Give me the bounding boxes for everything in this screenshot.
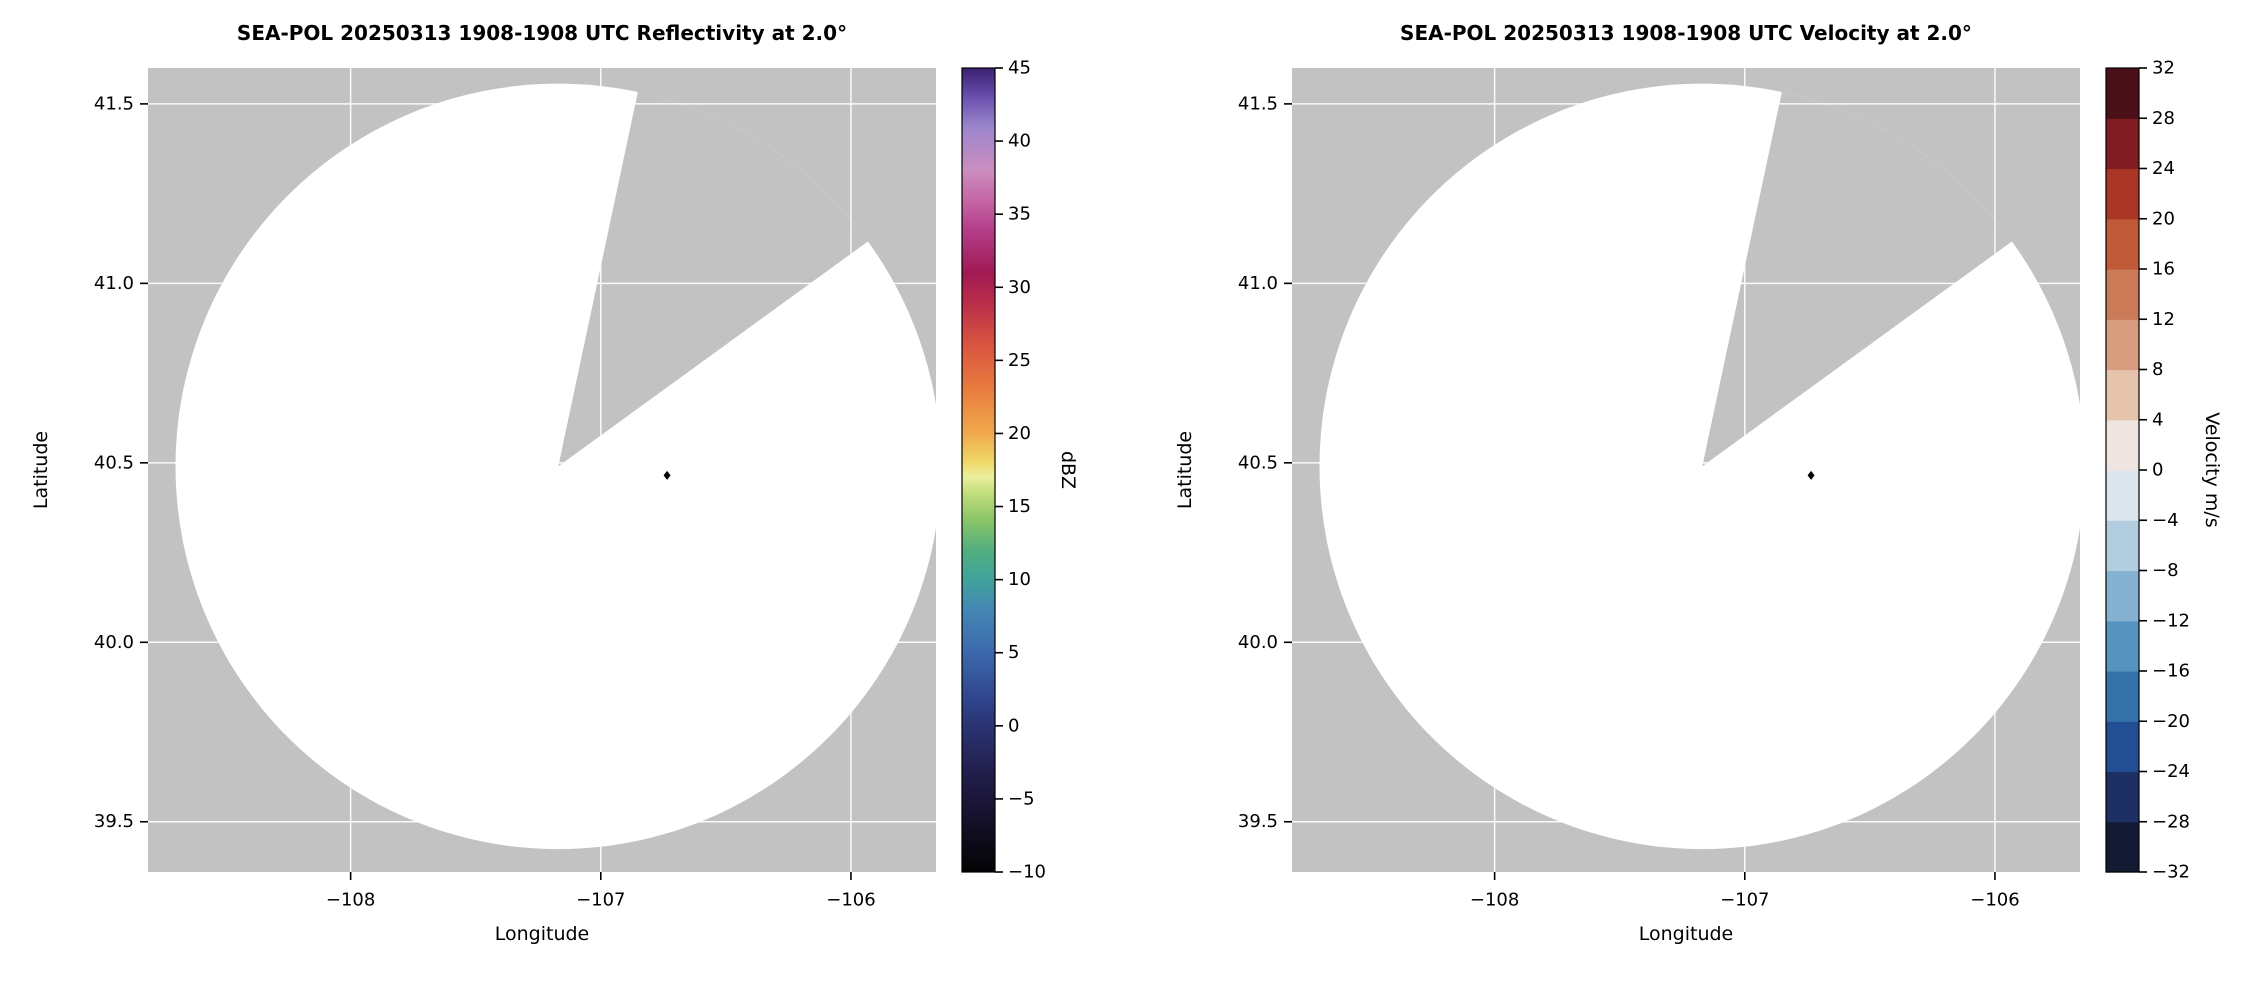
colorbar-segment bbox=[2106, 620, 2139, 672]
colorbar-tick-label: 20 bbox=[1008, 423, 1031, 444]
colorbar-ticks: 32 28 24 20 16 12 8 4 0 −4 −8 −12 −16 −20 −24 −28 −32 bbox=[2139, 58, 2190, 883]
colorbar-tick-label: 40 bbox=[1008, 131, 1031, 152]
colorbar-tick-label: 25 bbox=[1008, 350, 1031, 371]
y-tick-label: 41.0 bbox=[94, 273, 134, 294]
text-layer: SEA-POL 20250313 1908-1908 UTC Reflectiv… bbox=[30, 21, 2223, 945]
scan-clip-group bbox=[175, 83, 936, 850]
scan-clip-group bbox=[1319, 83, 2080, 850]
colorbar-tick-label: 10 bbox=[1008, 569, 1031, 590]
x-axis-label-velocity: Longitude bbox=[1639, 923, 1734, 945]
y-tick-label: 41.5 bbox=[1238, 93, 1278, 114]
colorbar-tick-label: 15 bbox=[1008, 496, 1031, 517]
y-axis-label-velocity: Latitude bbox=[1174, 431, 1196, 509]
y-tick-label: 40.0 bbox=[94, 632, 134, 653]
x-tick-label: −106 bbox=[1970, 890, 2019, 911]
colorbar-tick-label: 20 bbox=[2152, 208, 2175, 229]
graphics-layer: 454035302520151050−5−10322824201612840−4… bbox=[140, 58, 2190, 883]
x-tick-label: −108 bbox=[326, 890, 375, 911]
colorbar-segment bbox=[2106, 821, 2139, 873]
colorbar-outline bbox=[961, 67, 996, 873]
colorbar-tick-label: −5 bbox=[1008, 788, 1035, 809]
y-tick-label: 40.5 bbox=[94, 452, 134, 473]
colorbar-tick-label: −24 bbox=[2152, 761, 2190, 782]
axis-tick-marks bbox=[1284, 103, 1996, 880]
y-tick-label: 40.5 bbox=[1238, 452, 1278, 473]
radar-site-marker bbox=[1807, 470, 1815, 480]
x-axis-label-reflectivity: Longitude bbox=[495, 923, 590, 945]
colorbar-segment bbox=[2106, 319, 2139, 371]
panel-title-velocity: SEA-POL 20250313 1908-1908 UTC Velocity … bbox=[1400, 21, 1972, 45]
colorbar-tick-label: 32 bbox=[2152, 58, 2175, 79]
colorbar-segment bbox=[2106, 771, 2139, 823]
axis-tick-marks bbox=[140, 103, 852, 880]
colorbar-segment bbox=[2106, 671, 2139, 722]
colorbar-ticks: 45 40 35 30 25 20 15 10 5 0 −5 −10 bbox=[995, 58, 1046, 883]
missing-sector-wedge bbox=[1702, 92, 2012, 467]
y-tick-label: 39.5 bbox=[94, 811, 134, 832]
colorbar-tick-label: −12 bbox=[2152, 610, 2190, 631]
colorbar-tick-label: −28 bbox=[2152, 811, 2190, 832]
colorbar-tick-label: 12 bbox=[2152, 309, 2175, 330]
x-tick-label: −106 bbox=[826, 890, 875, 911]
colorbar-segment bbox=[2106, 520, 2139, 572]
colorbar-tick-label: −16 bbox=[2152, 661, 2190, 682]
colorbar-tick-label: −4 bbox=[2152, 510, 2179, 531]
x-tick-label: −107 bbox=[1720, 890, 1769, 911]
y-tick-label: 40.0 bbox=[1238, 632, 1278, 653]
colorbar-segment bbox=[2106, 721, 2139, 773]
colorbar-tick-label: 5 bbox=[1008, 642, 1019, 663]
y-tick-label: 41.0 bbox=[1238, 273, 1278, 294]
colorbar-segment bbox=[2106, 218, 2139, 270]
colorbar-tick-label: 0 bbox=[2152, 460, 2163, 481]
colorbar-segment bbox=[2106, 570, 2139, 622]
x-tick-label: −108 bbox=[1470, 890, 1519, 911]
colorbar-tick-label: −32 bbox=[2152, 862, 2190, 883]
colorbar-tick-label: 45 bbox=[1008, 58, 1031, 79]
colorbar-tick-label: 0 bbox=[1008, 715, 1019, 736]
missing-sector-wedge bbox=[558, 92, 868, 467]
colorbar-segment bbox=[2106, 168, 2139, 220]
colorbar-segment bbox=[2106, 470, 2139, 521]
colorbar-reflectivity bbox=[962, 68, 995, 872]
colorbar-tick-label: −10 bbox=[1008, 862, 1046, 883]
colorbar-tick-label: 30 bbox=[1008, 277, 1031, 298]
colorbar-tick-label: 16 bbox=[2152, 259, 2175, 280]
grid-lines bbox=[1292, 68, 2080, 872]
colorbar-segment bbox=[2106, 68, 2139, 119]
colorbar-tick-label: −20 bbox=[2152, 711, 2190, 732]
colorbar-segment bbox=[2106, 118, 2139, 170]
colorbar-segment bbox=[2106, 369, 2139, 421]
colorbar-tick-label: 8 bbox=[2152, 359, 2163, 380]
x-tick-label: −107 bbox=[576, 890, 625, 911]
y-tick-label: 39.5 bbox=[1238, 811, 1278, 832]
colorbar-label-reflectivity: dBZ bbox=[1057, 451, 1079, 489]
colorbar-label-velocity: Velocity m/s bbox=[2201, 412, 2223, 527]
panel-title-reflectivity: SEA-POL 20250313 1908-1908 UTC Reflectiv… bbox=[237, 21, 847, 45]
colorbar-tick-label: 35 bbox=[1008, 204, 1031, 225]
colorbar-tick-label: 28 bbox=[2152, 108, 2175, 129]
y-axis-label-reflectivity: Latitude bbox=[30, 431, 52, 509]
panel-velocity: 32 28 24 20 16 12 8 4 0 −4 −8 −12 −16 −20 −24 −28 −32 bbox=[1284, 58, 2190, 883]
colorbar-segment bbox=[2106, 269, 2139, 320]
y-tick-label: 41.5 bbox=[94, 93, 134, 114]
colorbar-tick-label: −8 bbox=[2152, 560, 2179, 581]
colorbar-segment bbox=[2106, 419, 2139, 471]
radar-site-marker bbox=[663, 470, 671, 480]
colorbar-tick-label: 4 bbox=[2152, 409, 2163, 430]
panel-reflectivity: 45 40 35 30 25 20 15 10 5 0 −5 −10 bbox=[140, 58, 1046, 883]
colorbar-tick-label: 24 bbox=[2152, 158, 2175, 179]
grid-lines bbox=[148, 68, 936, 872]
